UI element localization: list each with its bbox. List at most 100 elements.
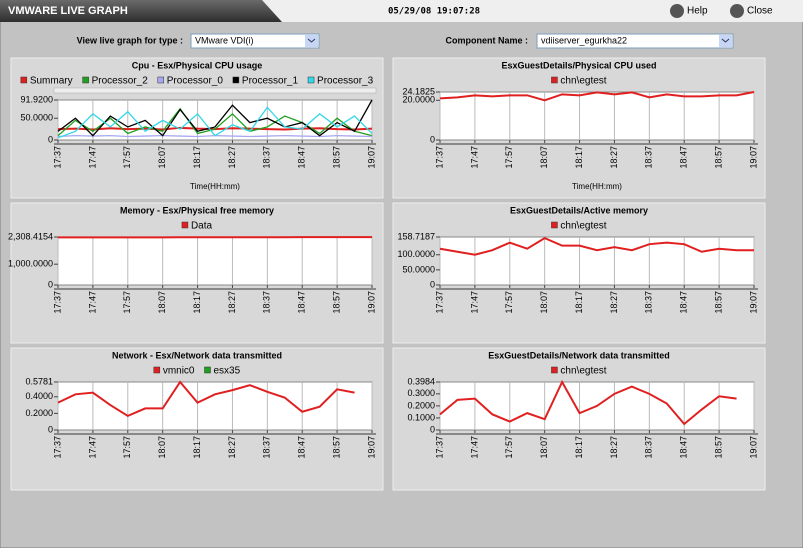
- legend-label: Processor_2: [92, 76, 149, 87]
- legend: vmnic0 esx35: [153, 366, 241, 377]
- x-tick-label: 18:57: [713, 291, 723, 314]
- title-tab: [0, 0, 282, 22]
- x-tick-label: 18:07: [157, 146, 167, 169]
- x-tick-label: 17:37: [52, 291, 62, 314]
- y-tick-label: 91.9200: [20, 94, 53, 104]
- series-line: [439, 379, 737, 426]
- x-tick-label: 19:07: [366, 146, 376, 169]
- x-tick-label: 18:27: [227, 146, 237, 169]
- x-tick-label: 17:47: [87, 291, 97, 314]
- x-tick-label: 18:27: [227, 436, 237, 459]
- legend-swatch: [232, 76, 240, 84]
- legend: chn\egtest: [551, 221, 607, 232]
- y-tick-label: 50.0000: [402, 264, 435, 274]
- x-tick-label: 17:47: [469, 146, 479, 169]
- series-line: [57, 107, 373, 137]
- close-label: Close: [747, 6, 773, 17]
- chart-title: EsxGuestDetails/Network data transmitted: [488, 350, 670, 360]
- y-tick-label: 0.2000: [25, 408, 53, 418]
- window-title: VMWARE LIVE GRAPH: [8, 5, 128, 17]
- type-label: View live graph for type :: [77, 35, 183, 45]
- type-value: VMware VDI(i): [195, 35, 254, 45]
- plot-area: [57, 236, 373, 286]
- chart-title: Memory - Esx/Physical free memory: [120, 205, 274, 215]
- legend-swatch: [153, 366, 161, 374]
- x-tick-label: 18:07: [157, 436, 167, 459]
- x-tick-label: 18:47: [679, 436, 689, 459]
- x-tick-label: 18:07: [539, 436, 549, 459]
- y-tick-label: 0: [430, 279, 435, 289]
- x-tick-label: 17:47: [87, 146, 97, 169]
- x-tick-label: 18:27: [609, 146, 619, 169]
- x-tick-label: 19:07: [748, 146, 758, 169]
- y-tick-label: 1,000.0000: [8, 259, 53, 269]
- x-tick-label: 18:17: [574, 291, 584, 314]
- scrollbar: [53, 87, 377, 94]
- legend-label: Processor_1: [242, 76, 299, 87]
- y-tick-label: 0.3984: [407, 376, 435, 386]
- x-tick-label: 18:47: [297, 291, 307, 314]
- series-line: [57, 99, 373, 137]
- series-line: [57, 106, 373, 139]
- legend-swatch: [551, 221, 558, 229]
- plot-area: [439, 236, 755, 286]
- series-line: [439, 91, 755, 102]
- legend-swatch: [204, 366, 211, 374]
- y-tick-label: 2,308.4154: [8, 231, 53, 241]
- y-tick-label: 0: [48, 134, 53, 144]
- legend-swatch: [20, 76, 28, 84]
- legend-swatch: [551, 76, 558, 84]
- x-tick-label: 18:17: [574, 146, 584, 169]
- plot-area: [57, 381, 373, 431]
- x-tick-label: 18:57: [331, 436, 341, 459]
- y-tick-label: 0: [430, 424, 435, 434]
- x-tick-label: 18:47: [679, 146, 689, 169]
- y-tick-label: 158.7187: [397, 231, 435, 241]
- plot-area: [439, 91, 755, 141]
- legend-swatch: [551, 366, 558, 374]
- x-tick-label: 18:37: [262, 291, 272, 314]
- legend-label: chn\egtest: [560, 76, 606, 87]
- x-tick-label: 17:37: [434, 436, 444, 459]
- timestamp: 05/29/08 19:07:28: [388, 7, 480, 17]
- legend-label: chn\egtest: [560, 366, 606, 377]
- plot-area: [57, 99, 373, 141]
- component-label: Component Name :: [445, 35, 528, 45]
- legend-label: esx35: [214, 366, 241, 377]
- legend-label: chn\egtest: [560, 221, 606, 232]
- x-tick-label: 18:47: [297, 436, 307, 459]
- x-tick-label: 18:17: [574, 436, 584, 459]
- y-tick-label: 0: [48, 279, 53, 289]
- y-tick-label: 100.0000: [397, 249, 435, 259]
- x-tick-label: 18:07: [539, 146, 549, 169]
- series-line: [439, 237, 754, 256]
- close-button[interactable]: Close: [730, 4, 773, 18]
- legend: Data: [181, 221, 213, 232]
- x-tick-label: 18:37: [644, 146, 654, 169]
- legend-label: Processor_0: [167, 76, 224, 87]
- x-axis-label: Time(HH:mm): [190, 182, 240, 191]
- y-tick-label: 50.0000: [20, 113, 53, 123]
- component-value: vdiiserver_egurkha22: [541, 35, 627, 45]
- x-tick-label: 18:47: [297, 146, 307, 169]
- x-tick-label: 18:17: [192, 291, 202, 314]
- y-tick-label: 0: [48, 424, 53, 434]
- x-tick-label: 17:47: [87, 436, 97, 459]
- x-tick-label: 18:17: [192, 146, 202, 169]
- x-tick-label: 17:47: [469, 436, 479, 459]
- y-tick-label: 0: [430, 134, 435, 144]
- y-tick-label: 20.0000: [402, 95, 435, 105]
- type-select[interactable]: VMware VDI(i): [190, 33, 320, 49]
- x-tick-label: 17:57: [504, 291, 514, 314]
- x-tick-label: 17:37: [52, 436, 62, 459]
- help-button[interactable]: Help: [670, 4, 708, 18]
- legend-label: Summary: [30, 76, 73, 87]
- x-tick-label: 18:57: [713, 146, 723, 169]
- legend-label: Data: [191, 221, 213, 232]
- component-select[interactable]: vdiiserver_egurkha22: [536, 33, 734, 49]
- x-tick-label: 18:57: [713, 436, 723, 459]
- x-tick-label: 18:17: [192, 436, 202, 459]
- y-tick-label: 24.1825: [402, 86, 435, 96]
- y-tick-label: 0.3000: [407, 388, 435, 398]
